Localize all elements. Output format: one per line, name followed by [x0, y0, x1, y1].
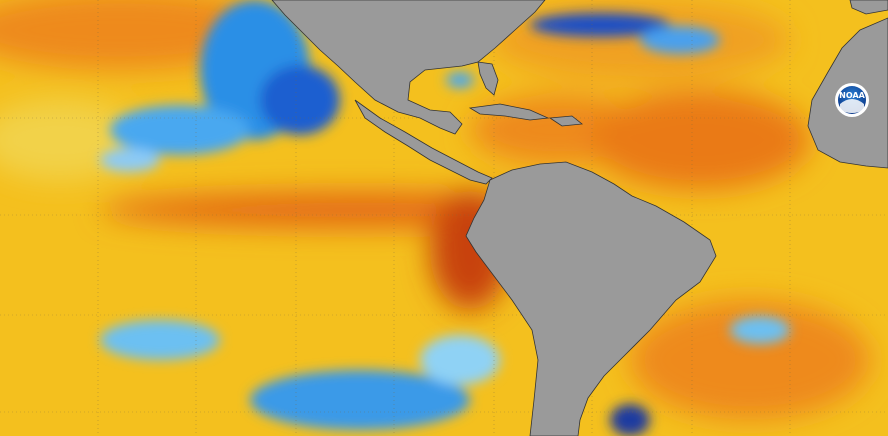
iberia — [849, 0, 888, 15]
central-america — [354, 99, 493, 185]
logo-text: NOAA — [839, 91, 865, 100]
noaa-logo: NOAA — [835, 83, 869, 117]
hispaniola — [548, 115, 584, 127]
land — [271, 0, 888, 436]
cuba — [468, 103, 550, 121]
florida — [477, 61, 499, 96]
north-america — [271, 0, 546, 135]
south-america — [465, 161, 717, 436]
logo-bird — [840, 99, 864, 113]
